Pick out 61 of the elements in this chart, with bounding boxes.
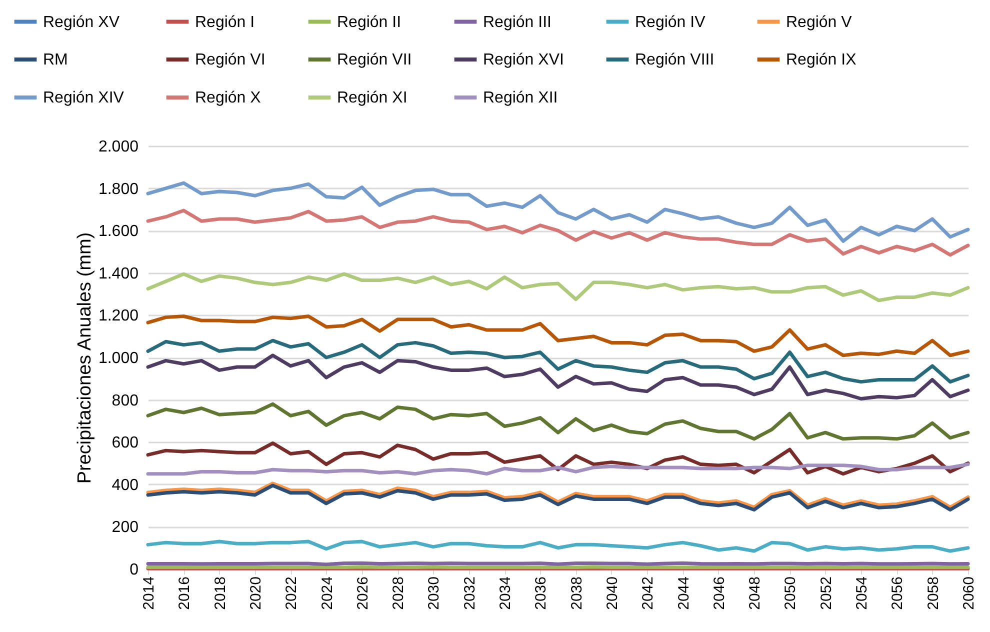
legend-label: Región XVI (483, 52, 564, 68)
legend-label: Región I (195, 14, 255, 31)
x-tick-label: 2040 (604, 576, 621, 610)
y-tick-label: 2.000 (98, 138, 139, 156)
x-tick-label: 2030 (426, 576, 443, 610)
x-tick-label: 2056 (889, 576, 906, 610)
y-tick-label: 200 (112, 519, 139, 536)
legend-label: Región XII (483, 90, 558, 106)
x-tick-label: 2044 (675, 576, 692, 610)
x-tick-label: 2022 (283, 576, 300, 610)
x-tick-label: 2052 (818, 576, 835, 610)
legend-label: Región VIII (635, 52, 714, 68)
line-series (146, 402, 970, 441)
x-tick-label: 2060 (960, 576, 978, 610)
legend-label: Región XI (337, 90, 408, 106)
y-tick-label: 1.600 (98, 223, 139, 240)
x-tick-label: 2014 (140, 576, 158, 610)
x-tick-label: 2026 (354, 576, 372, 610)
line-series (146, 462, 970, 476)
legend-label: Región V (786, 14, 852, 31)
legend-label: Región XIV (43, 90, 124, 106)
x-tick-label: 2058 (924, 576, 942, 610)
y-tick-label: 1.800 (98, 180, 139, 198)
legend-label: Región XV (43, 14, 120, 31)
x-tick-label: 2028 (390, 576, 408, 610)
x-tick-label: 2020 (247, 576, 264, 610)
x-tick-label: 2024 (318, 576, 336, 610)
x-tick-label: 2032 (461, 576, 478, 610)
x-tick-label: 2034 (497, 576, 514, 610)
legend-label: Región IV (635, 14, 706, 31)
line-series (146, 338, 970, 384)
line-series (146, 314, 970, 358)
line-series (146, 272, 970, 302)
x-tick-label: 2048 (746, 576, 764, 610)
legend-label: Región VI (195, 52, 266, 68)
y-tick-label: 1.200 (98, 308, 139, 325)
x-tick-label: 2018 (212, 576, 229, 610)
y-tick-label: 400 (112, 476, 139, 494)
x-tick-label: 2050 (782, 576, 800, 610)
y-tick-label: 1.000 (98, 350, 139, 367)
x-tick-label: 2046 (710, 576, 728, 610)
line-series (146, 181, 970, 243)
legend-label: Región IX (786, 52, 857, 68)
y-tick-label: 600 (112, 434, 139, 452)
legend-label: Región III (483, 14, 552, 31)
x-tick-label: 2054 (854, 576, 871, 610)
line-series (146, 540, 970, 553)
x-tick-label: 2038 (568, 576, 586, 610)
line-series (146, 208, 970, 257)
legend-label: Región II (337, 14, 402, 31)
y-tick-label: 800 (112, 392, 139, 410)
y-axis-title: Precipitaciones Anuales (mm) (74, 232, 96, 484)
x-tick-label: 2042 (640, 576, 657, 610)
legend-label: Región VII (337, 52, 412, 68)
x-tick-label: 2036 (532, 576, 550, 610)
legend-label: RM (43, 52, 68, 68)
line-series (146, 354, 970, 400)
y-tick-label: 0 (130, 562, 139, 578)
y-tick-label: 1.400 (98, 265, 139, 282)
x-tick-label: 2016 (176, 576, 194, 610)
legend-label: Región X (195, 90, 262, 106)
